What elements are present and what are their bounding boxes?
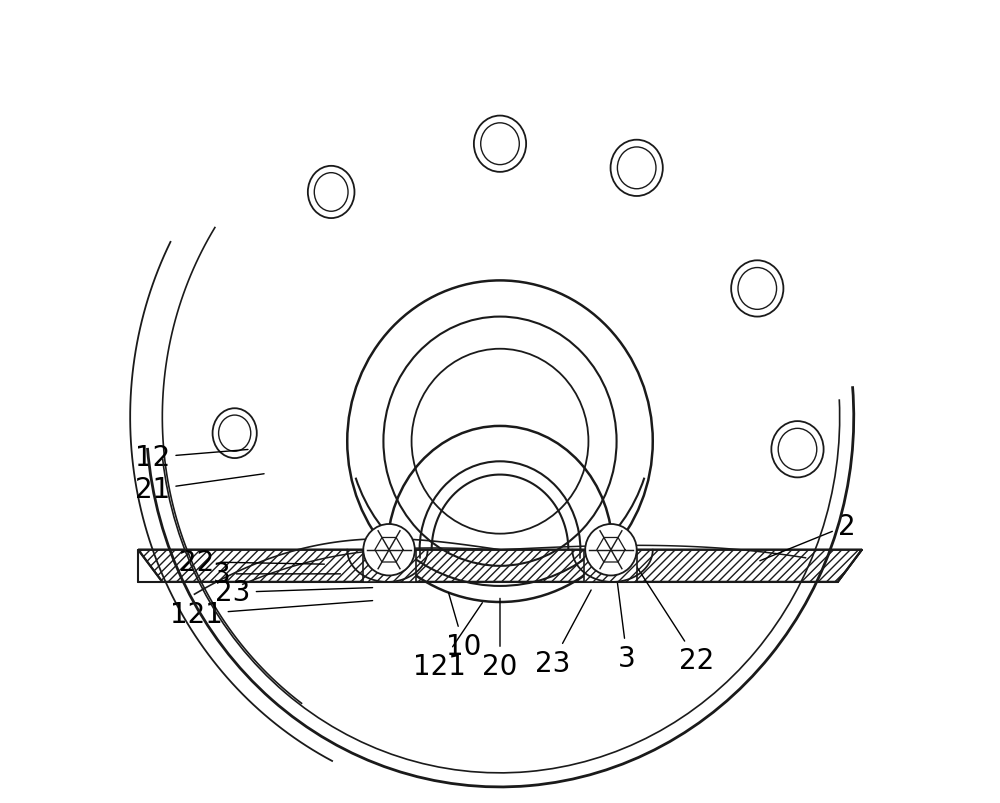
Text: 21: 21 [135,474,264,503]
Circle shape [585,524,637,576]
Bar [363,550,416,582]
Bar [584,550,637,582]
Bar [584,550,637,582]
Text: 10: 10 [446,593,482,660]
Circle shape [363,524,415,576]
Text: 3: 3 [213,560,340,588]
Text: 3: 3 [617,579,636,672]
Text: 121: 121 [413,603,482,680]
Text: 23: 23 [215,579,373,606]
Text: 20: 20 [482,598,518,680]
Text: 23: 23 [535,590,591,677]
Text: 22: 22 [179,548,324,576]
Text: 121: 121 [170,601,373,628]
Text: 22: 22 [637,567,715,675]
Polygon shape [138,550,862,582]
Bar [363,550,416,582]
Text: 12: 12 [135,444,248,471]
Text: 2: 2 [760,512,855,561]
